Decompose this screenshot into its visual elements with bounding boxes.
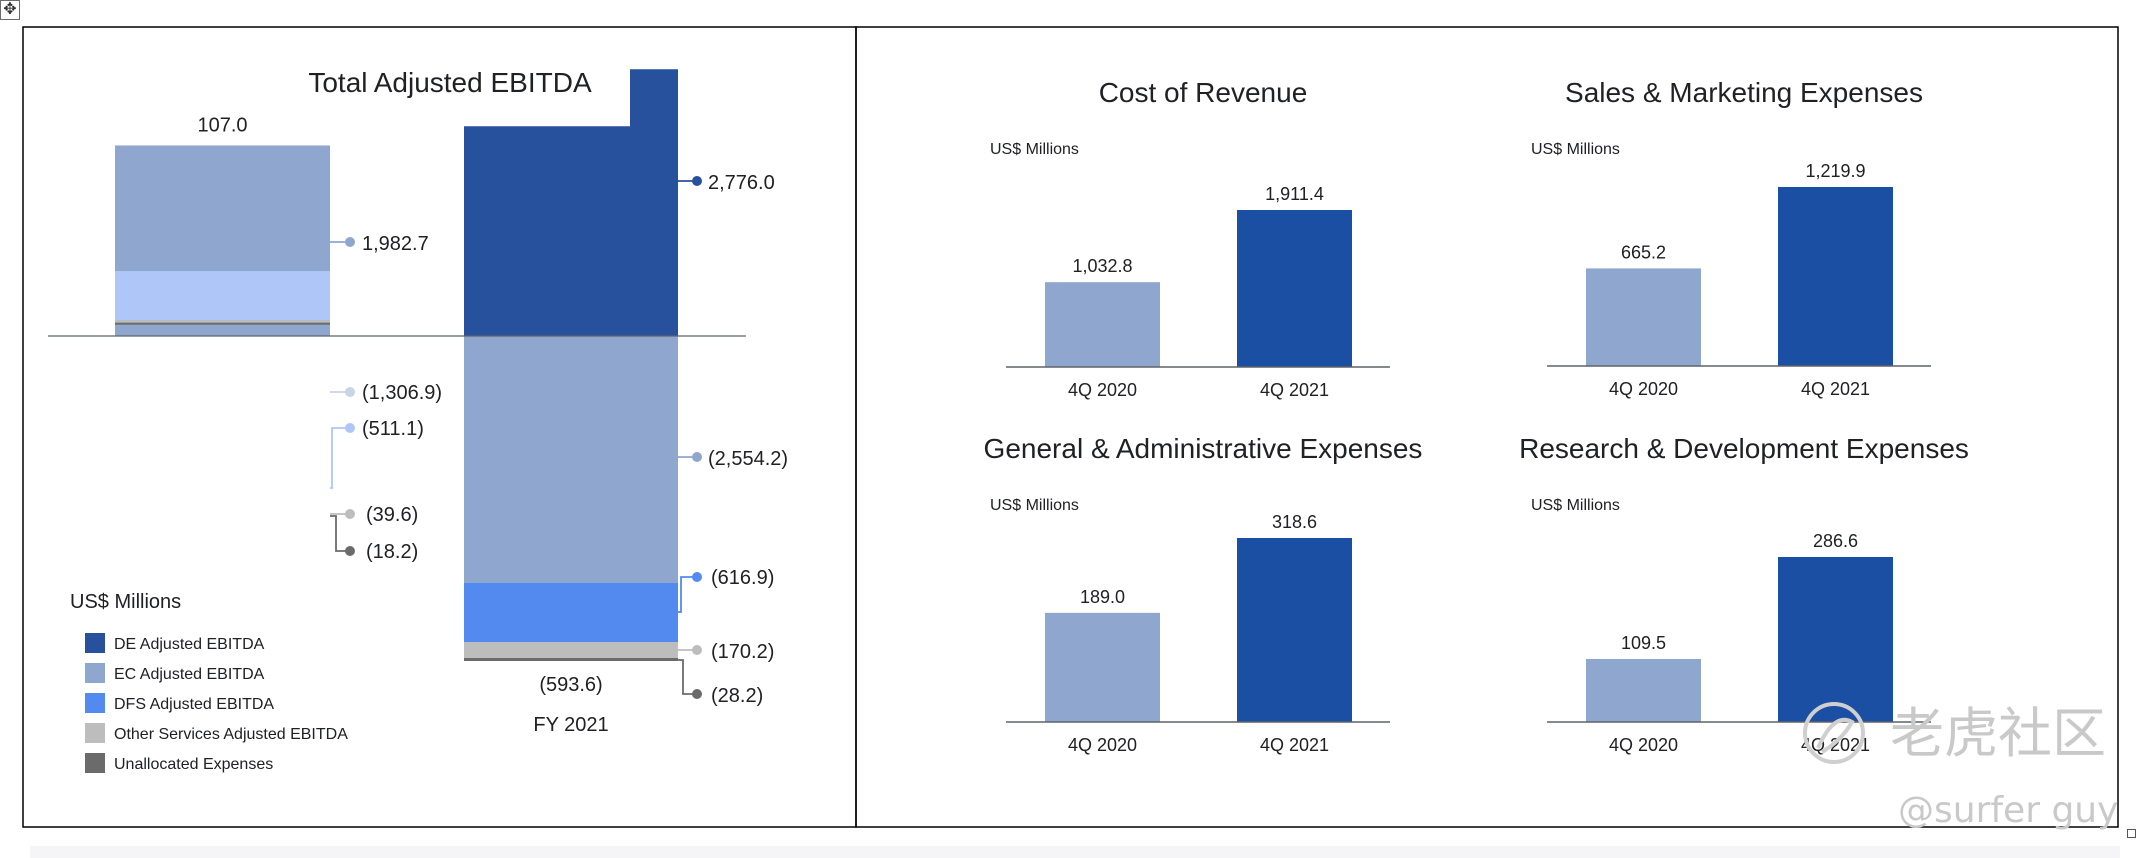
legend-label-3: Other Services Adjusted EBITDA [114, 726, 348, 743]
bar1-ec-negative-label-dot [345, 387, 355, 397]
bar2-unallocated-label: (28.2) [711, 685, 763, 707]
bar1-other [115, 320, 330, 323]
panel-1-value-1: 1,219.9 [1805, 161, 1865, 181]
bar1-dfs-label: (511.1) [362, 418, 424, 440]
bar2-dfs-label-leader [678, 576, 697, 613]
legend-swatch-1 [85, 663, 105, 683]
waterfall-unit-label: US$ Millions [70, 591, 181, 613]
move-handle-icon[interactable]: ✥ [0, 0, 20, 20]
legend-swatch-4 [85, 753, 105, 773]
bar2-de [464, 69, 678, 336]
legend-swatch-2 [85, 693, 105, 713]
panel-2-bar-0 [1045, 612, 1160, 722]
panel-0-bar-0 [1045, 282, 1160, 367]
bottom-strip [30, 846, 2120, 858]
waterfall-chart: Total Adjusted EBITDA 107.0 (593.6) FY 202… [48, 67, 788, 773]
bar1-dfs [115, 271, 330, 321]
panel-3-value-0: 109.5 [1621, 633, 1666, 653]
bar2-other [464, 642, 678, 658]
panel-1-bar-0 [1586, 268, 1701, 366]
bar1-ec-positive-label-dot [345, 237, 355, 247]
bar2-dfs [464, 583, 678, 642]
bar1-total-label: 107.0 [197, 114, 247, 136]
panel-0-bar-1 [1237, 210, 1352, 367]
panel-2-category-0: 4Q 2020 [1068, 735, 1137, 755]
bar1-unallocated-label-dot [345, 546, 355, 556]
resize-handle[interactable] [2127, 829, 2136, 838]
bar2-ec [464, 336, 678, 583]
panel-0-value-1: 1,911.4 [1265, 184, 1324, 204]
bar1-unallocated-label: (18.2) [366, 541, 418, 563]
legend-label-4: Unallocated Expenses [114, 756, 273, 773]
panel-1-value-0: 665.2 [1621, 242, 1666, 262]
panel-0: Cost of Revenue US$ Millions 1,032.8 4Q 202… [990, 77, 1390, 400]
panel-2-category-1: 4Q 2021 [1260, 735, 1329, 755]
watermark-site: 老虎社区 [1890, 702, 2106, 765]
panel-3-category-1: 4Q 2021 [1801, 735, 1870, 755]
bar2-other-label: (170.2) [711, 641, 774, 663]
bar2-de-label-dot [692, 176, 702, 186]
panel-2-unit: US$ Millions [990, 497, 1079, 514]
panel-0-value-0: 1,032.8 [1072, 256, 1132, 276]
panel-1-category-1: 4Q 2021 [1801, 379, 1870, 399]
bar2-unallocated-label-dot [692, 689, 702, 699]
waterfall-title: Total Adjusted EBITDA [308, 67, 592, 98]
panel-3: Research & Development Expenses US$ Milli… [1519, 433, 1969, 755]
legend-label-0: DE Adjusted EBITDA [114, 636, 265, 653]
bar1-ec-negative-label: (1,306.9) [362, 382, 442, 404]
bar2-unallocated-label-leader [678, 659, 697, 695]
bar2-de-label: 2,776.0 [708, 172, 775, 194]
panel-3-value-1: 286.6 [1813, 531, 1858, 551]
bar1-dfs-label-dot [345, 423, 355, 433]
bar2-dfs-label-dot [692, 572, 702, 582]
panel-0-unit: US$ Millions [990, 141, 1079, 158]
legend: DE Adjusted EBITDA EC Adjusted EBITDA DFS … [85, 633, 348, 773]
watermark: 老虎社区 @surfer guy [1803, 702, 2118, 831]
panel-2: General & Administrative Expenses US$ Mil… [984, 433, 1423, 755]
panel-3-title: Research & Development Expenses [1519, 433, 1969, 464]
bar2-total-label: (593.6) [539, 674, 602, 696]
panel-2-title: General & Administrative Expenses [984, 433, 1423, 464]
panel-1: Sales & Marketing Expenses US$ Millions 66… [1531, 77, 1931, 399]
legend-swatch-3 [85, 723, 105, 743]
panel-0-category-0: 4Q 2020 [1068, 380, 1137, 400]
watermark-logo-icon [1803, 702, 1865, 764]
bar2-ec-label: (2,554.2) [708, 448, 788, 470]
panel-3-category-0: 4Q 2020 [1609, 735, 1678, 755]
bar1-unallocated-label-leader [330, 515, 350, 552]
legend-swatch-0 [85, 633, 105, 653]
panel-0-title: Cost of Revenue [1099, 77, 1308, 108]
bar1-other-label: (39.6) [366, 504, 418, 526]
bar2-unallocated [464, 658, 678, 661]
bar1-ec-positive-label: 1,982.7 [362, 233, 429, 255]
panel-1-bar-1 [1778, 187, 1893, 366]
panel-3-bar-1 [1778, 557, 1893, 722]
right-frame [855, 26, 2119, 828]
panel-1-title: Sales & Marketing Expenses [1565, 77, 1923, 108]
panel-3-unit: US$ Millions [1531, 497, 1620, 514]
bar2-ec-label-dot [692, 452, 702, 462]
bar2-dfs-label: (616.9) [711, 567, 774, 589]
bar2-other-label-dot [692, 645, 702, 655]
panel-3-bar-0 [1586, 658, 1701, 722]
panel-1-unit: US$ Millions [1531, 141, 1620, 158]
panel-2-bar-1 [1237, 538, 1352, 722]
bar2-category-label: FY 2021 [533, 714, 608, 736]
watermark-user: @surfer guy [1898, 790, 2118, 831]
bar1-other-label-dot [345, 509, 355, 519]
bar1-dfs-label-leader [330, 427, 350, 489]
panel-0-category-1: 4Q 2021 [1260, 380, 1329, 400]
panel-1-category-0: 4Q 2020 [1609, 379, 1678, 399]
legend-label-2: DFS Adjusted EBITDA [114, 696, 274, 713]
watermark-logo-stroke [1816, 717, 1855, 754]
bar1-unallocated [115, 322, 330, 325]
panel-2-value-0: 189.0 [1080, 587, 1125, 607]
legend-label-1: EC Adjusted EBITDA [114, 666, 265, 683]
panel-2-value-1: 318.6 [1272, 512, 1317, 532]
